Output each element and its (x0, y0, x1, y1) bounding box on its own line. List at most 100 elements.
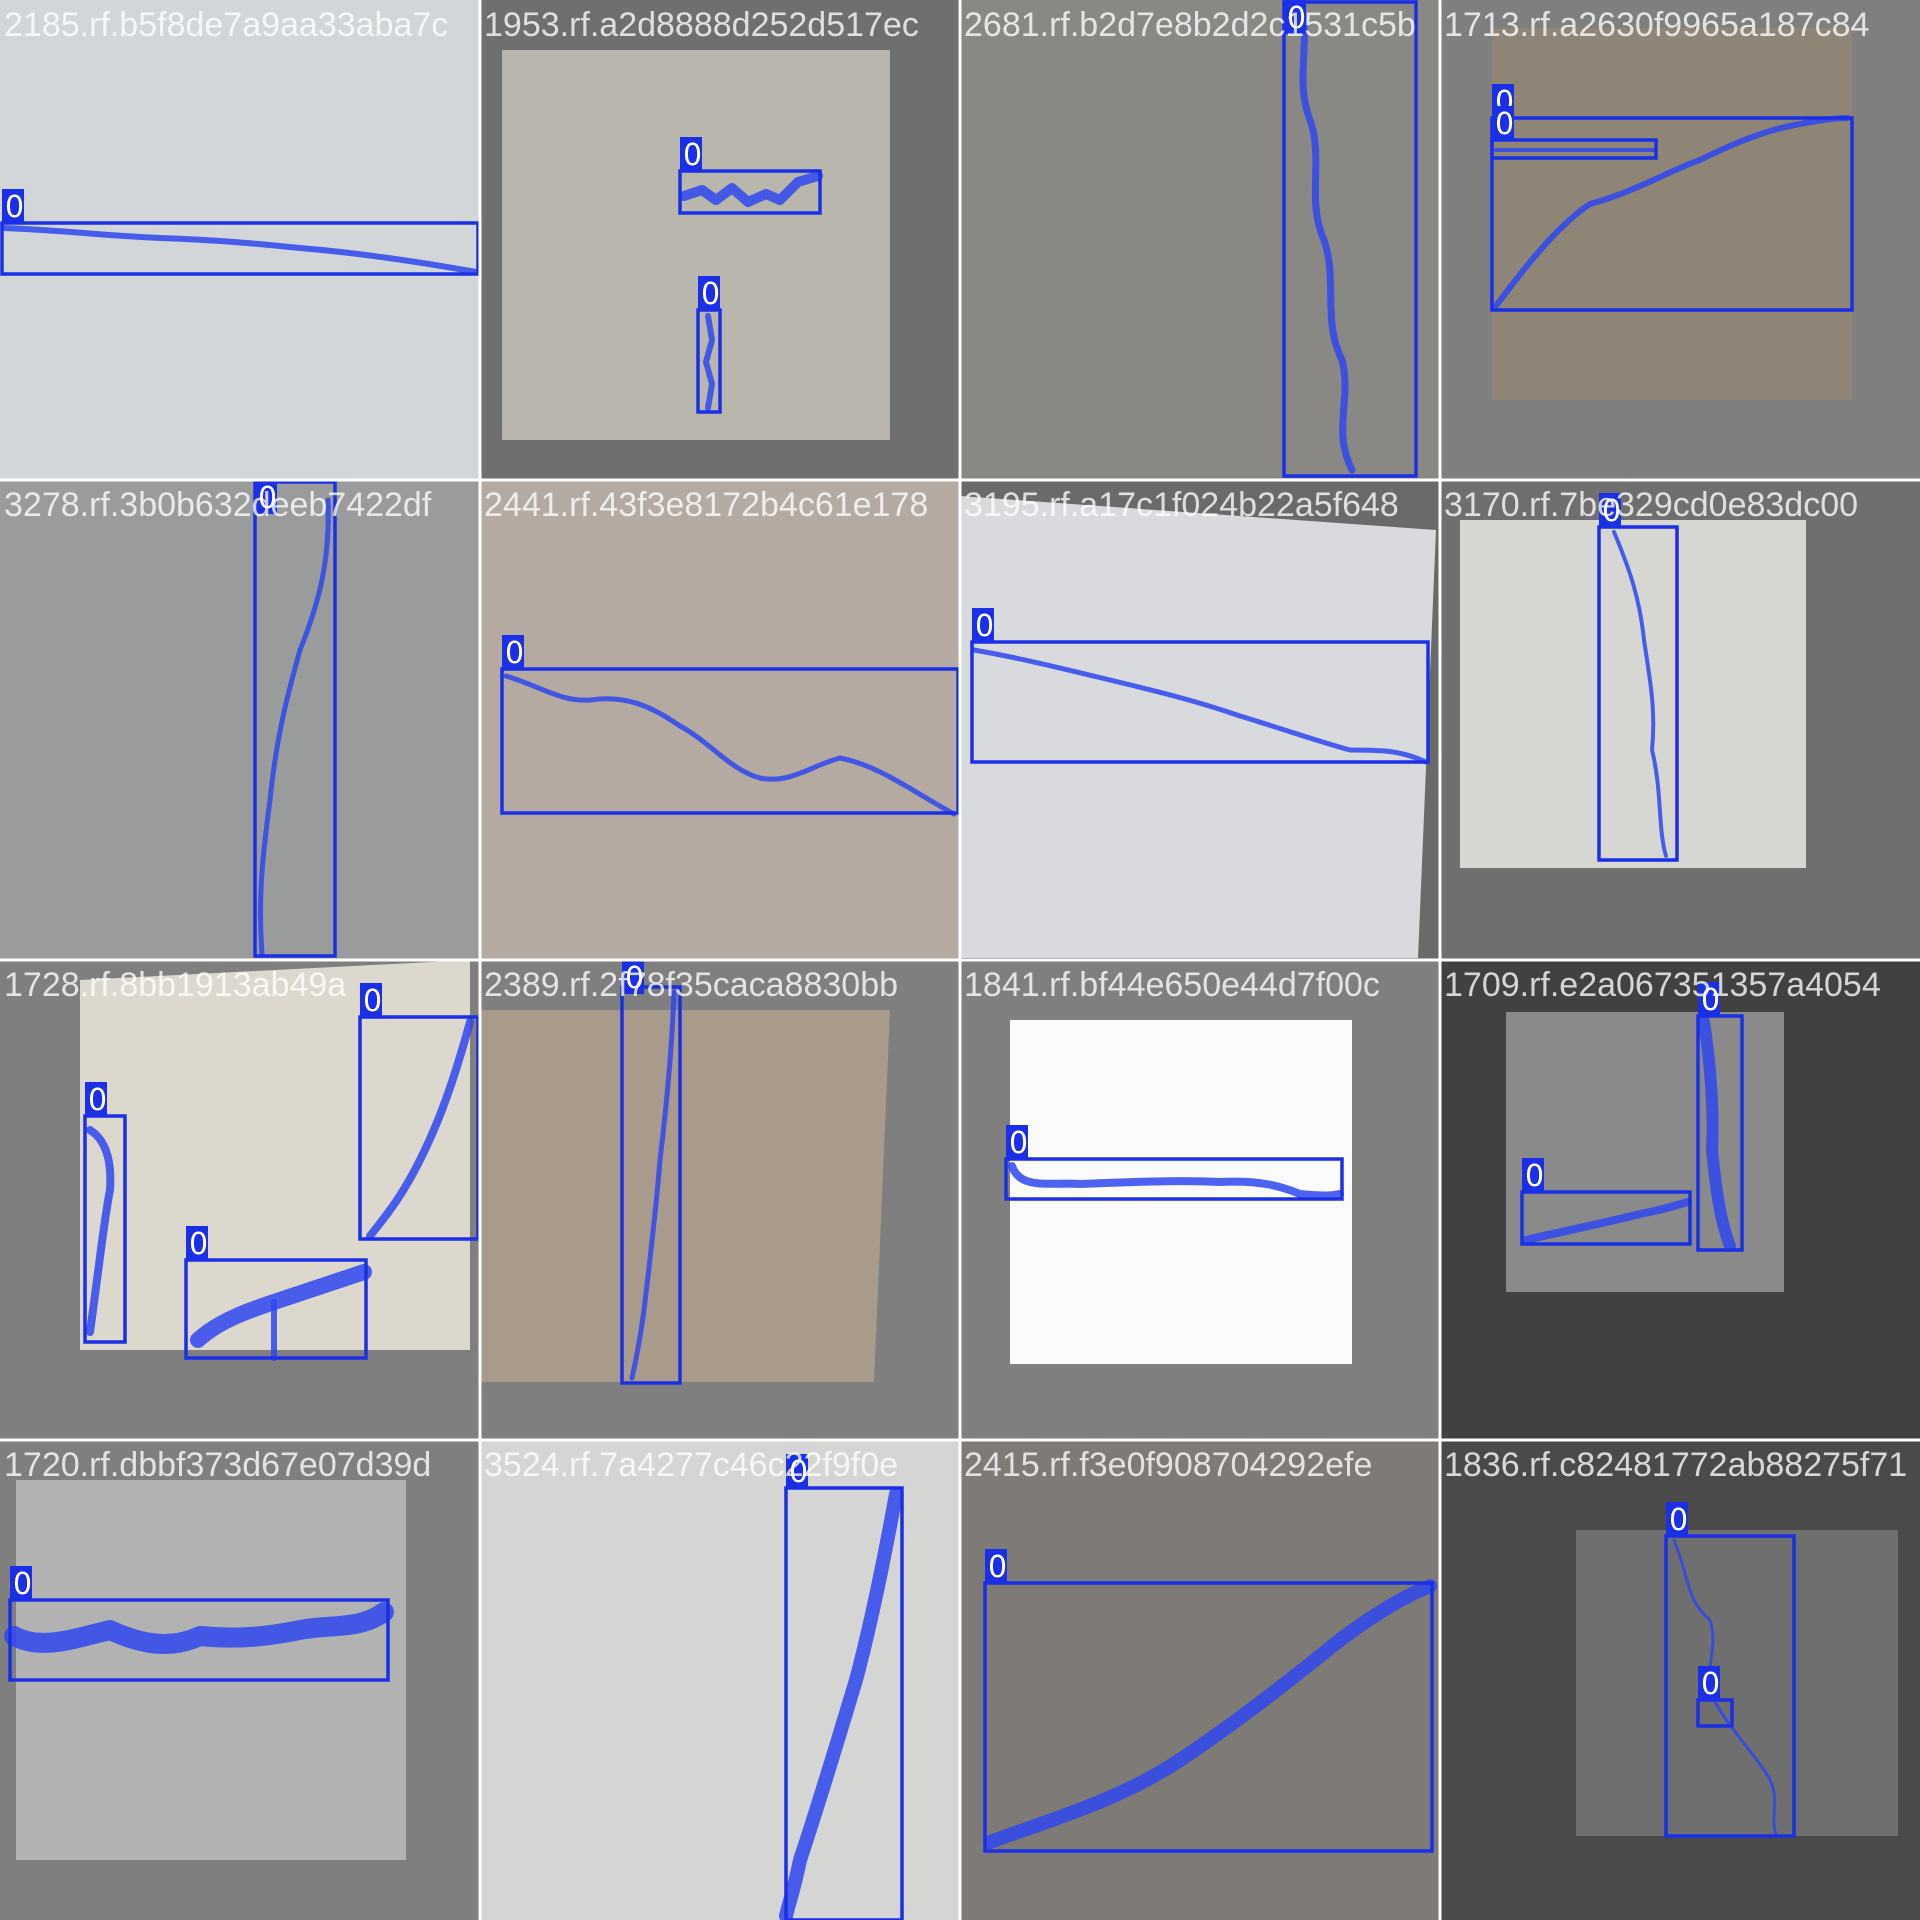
class-label-badge (680, 137, 702, 171)
class-label-badge (2, 189, 24, 223)
tile-filename: 2415.rf.f3e0f908704292efe (964, 1446, 1372, 1484)
crack-mask (1008, 1162, 1344, 1200)
bounding-box (253, 480, 337, 958)
image-tile: 0 0 1953.rf.a2d8888d252d517ec (480, 0, 960, 480)
class-label: 0 (258, 481, 277, 516)
class-label-badge (698, 276, 720, 310)
crack-mask (1698, 1016, 1736, 1252)
tile-filename: 3524.rf.7a4277c46c22f9f0e (484, 1446, 898, 1484)
class-label-badge (622, 960, 644, 994)
class-label: 0 (1495, 107, 1514, 142)
class-label-badge (786, 1454, 808, 1488)
image-tile: 0 1720.rf.dbbf373d67e07d39d (0, 1440, 480, 1920)
bounding-box (0, 221, 480, 276)
crack-mask (679, 171, 823, 207)
surface-photo (960, 496, 1436, 958)
crack-mask (779, 1487, 903, 1920)
crack-mask (1612, 530, 1668, 858)
bounding-box (970, 640, 1430, 764)
bounding-box (1490, 138, 1658, 160)
bounding-box (358, 1015, 480, 1241)
class-label: 0 (1602, 494, 1621, 529)
tile-filename: 1836.rf.c82481772ab88275f71 (1444, 1446, 1907, 1484)
bounding-box (1004, 1157, 1344, 1201)
surface-photo (480, 1010, 890, 1382)
tile-filename: 1720.rf.dbbf373d67e07d39d (4, 1446, 431, 1484)
tile-filename: 1953.rf.a2d8888d252d517ec (484, 6, 919, 44)
tile-filename: 1841.rf.bf44e650e44d7f00c (964, 966, 1380, 1004)
surface-photo (480, 1440, 960, 1920)
crack-mask (4, 1602, 394, 1654)
surface-photo (1460, 520, 1806, 868)
class-label: 0 (789, 1455, 808, 1490)
bounding-box (1664, 1534, 1796, 1838)
class-label: 0 (988, 1550, 1007, 1585)
bounding-box (678, 169, 822, 215)
crack-mask (190, 1264, 372, 1348)
class-label: 0 (1009, 1126, 1028, 1161)
class-label-badge (985, 1549, 1007, 1583)
crack-mask (703, 313, 715, 411)
class-label-badge (1522, 1158, 1544, 1192)
bounding-box (1282, 0, 1418, 478)
class-label: 0 (13, 1567, 32, 1602)
tile-filename: 2441.rf.43f3e8172b4c61e178 (484, 486, 928, 524)
class-label: 0 (975, 609, 994, 644)
class-label: 0 (189, 1227, 208, 1262)
class-label-badge (1006, 1125, 1028, 1159)
image-tile: 0 2415.rf.f3e0f908704292efe (960, 1440, 1440, 1920)
crack-mask (1493, 115, 1851, 309)
class-label-badge (502, 635, 524, 669)
class-label-badge (10, 1566, 32, 1600)
bounding-box (620, 985, 682, 1385)
crack-mask (1, 225, 479, 275)
crack-mask (971, 647, 1429, 765)
class-label: 0 (1287, 1, 1306, 36)
surface-photo (1492, 28, 1852, 400)
surface-photo (1010, 1020, 1352, 1364)
class-label: 0 (683, 138, 702, 173)
class-label: 0 (1701, 983, 1720, 1018)
crack-mask (629, 989, 677, 1381)
surface-photo (502, 50, 890, 440)
surface-photo (80, 960, 470, 1350)
class-label-badge (972, 608, 994, 642)
class-label-badge (186, 1226, 208, 1260)
class-label-badge (360, 983, 382, 1017)
class-label-badge (1666, 1502, 1688, 1536)
tile-filename: 3195.rf.a17c1f024b22a5f648 (964, 486, 1399, 524)
image-tile: 0 1841.rf.bf44e650e44d7f00c (960, 960, 1440, 1440)
tile-filename: 2185.rf.b5f8de7a9aa33aba7c (4, 6, 448, 44)
image-tile: 0 2441.rf.43f3e8172b4c61e178 (480, 480, 960, 960)
crack-mask (503, 673, 957, 817)
class-label: 0 (505, 636, 524, 671)
class-label-badge (1698, 982, 1720, 1016)
tile-filename: 2389.rf.2f78f35caca8830bb (484, 966, 898, 1004)
bounding-box (1597, 525, 1679, 862)
bounding-box (983, 1581, 1434, 1853)
surface-photo (960, 1440, 1440, 1920)
tile-filename: 1728.rf.8bb1913ab49a (4, 966, 346, 1004)
class-label-badge (255, 480, 277, 514)
crack-mask (366, 1018, 474, 1240)
class-label-badge (1698, 1666, 1720, 1700)
crack-mask (983, 1579, 1437, 1849)
tile-filename: 3170.rf.7be329cd0e83dc00 (1444, 486, 1858, 524)
class-label: 0 (363, 984, 382, 1019)
bounding-box (500, 667, 960, 815)
crack-mask (86, 1126, 115, 1336)
bounding-box (1490, 116, 1854, 312)
image-tile: 0 2185.rf.b5f8de7a9aa33aba7c (0, 0, 480, 480)
surface-photo (480, 480, 960, 960)
bounding-box (1520, 1190, 1692, 1246)
image-tile: 0 0 1836.rf.c82481772ab88275f71 (1440, 1440, 1920, 1920)
